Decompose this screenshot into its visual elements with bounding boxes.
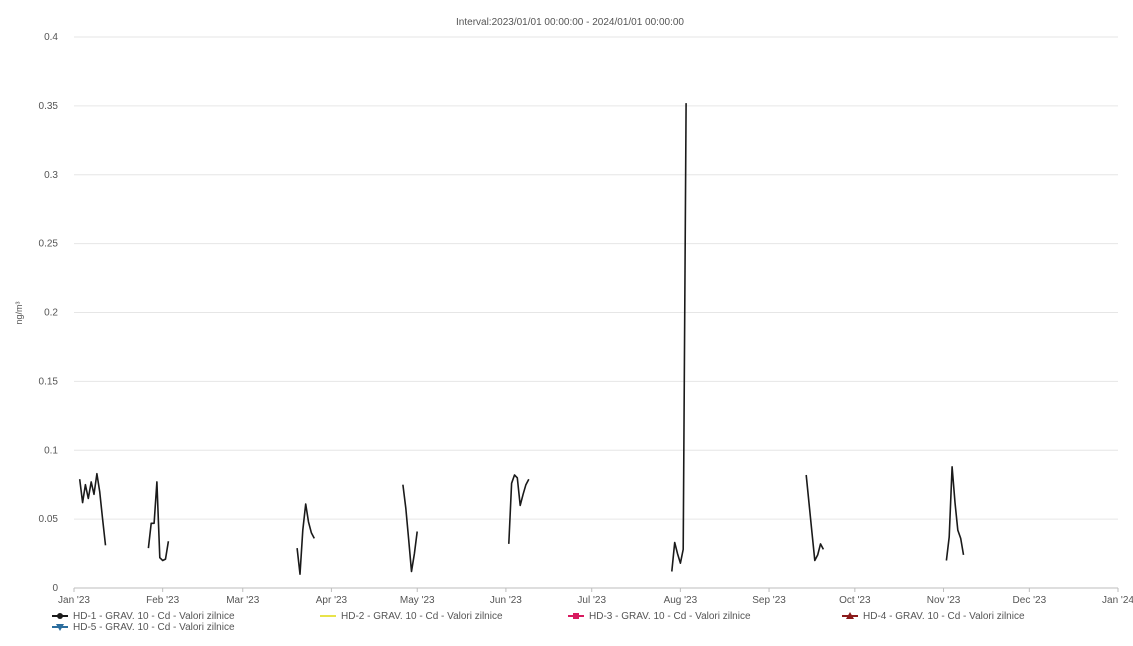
y-tick-label: 0.2 [44, 308, 58, 319]
series-line [78, 472, 107, 546]
x-tick-label: Aug '23 [664, 595, 698, 606]
legend-marker [573, 613, 579, 619]
x-tick-label: Jul '23 [577, 595, 606, 606]
legend-label: HD-1 - GRAV. 10 - Cd - Valori zilnice [73, 611, 235, 622]
y-axis-ticks: 0 0.05 0.1 0.15 0.2 0.25 0.3 0.35 0.4 [39, 32, 59, 594]
legend-label: HD-3 - GRAV. 10 - Cd - Valori zilnice [589, 611, 751, 622]
legend: HD-1 - GRAV. 10 - Cd - Valori zilnice HD-… [52, 611, 1025, 633]
x-tick-label: Jan '24 [1102, 595, 1133, 606]
x-tick-label: Apr '23 [316, 595, 348, 606]
legend-marker [56, 624, 64, 631]
legend-item: HD-1 - GRAV. 10 - Cd - Valori zilnice [52, 611, 235, 622]
legend-item: HD-2 - GRAV. 10 - Cd - Valori zilnice [320, 611, 503, 622]
y-tick-label: 0.05 [39, 514, 59, 525]
legend-marker [57, 613, 63, 619]
legend-label: HD-4 - GRAV. 10 - Cd - Valori zilnice [863, 611, 1025, 622]
legend-label: HD-5 - GRAV. 10 - Cd - Valori zilnice [73, 622, 235, 633]
y-tick-label: 0.35 [39, 101, 59, 112]
x-axis-ticks: Jan '23 Feb '23 Mar '23 Apr '23 May '23 Jun '… [58, 588, 1133, 606]
x-tick-label: Feb '23 [146, 595, 179, 606]
y-tick-label: 0.15 [39, 376, 59, 387]
legend-marker [846, 612, 854, 619]
y-tick-label: 0 [52, 583, 58, 594]
x-tick-label: Jun '23 [490, 595, 522, 606]
chart-title: Interval:2023/01/01 00:00:00 - 2024/01/0… [456, 17, 684, 28]
series [78, 103, 965, 576]
x-tick-label: Nov '23 [927, 595, 961, 606]
series-line [296, 503, 316, 576]
series-layer [78, 103, 965, 576]
x-tick-label: Sep '23 [752, 595, 786, 606]
x-tick-label: Dec '23 [1013, 595, 1047, 606]
series-line [671, 103, 687, 572]
grid-lines [74, 36, 1118, 589]
x-tick-label: May '23 [400, 595, 435, 606]
legend-item: HD-3 - GRAV. 10 - Cd - Valori zilnice [568, 611, 751, 622]
y-tick-label: 0.1 [44, 445, 58, 456]
x-tick-label: Jan '23 [58, 595, 90, 606]
series-line [508, 474, 530, 544]
legend-label: HD-2 - GRAV. 10 - Cd - Valori zilnice [341, 611, 503, 622]
legend-item: HD-4 - GRAV. 10 - Cd - Valori zilnice [842, 611, 1025, 622]
series-line [147, 481, 170, 562]
legend-item: HD-5 - GRAV. 10 - Cd - Valori zilnice [52, 622, 235, 633]
x-tick-label: Oct '23 [839, 595, 871, 606]
series-line [805, 474, 825, 562]
x-tick-label: Mar '23 [226, 595, 259, 606]
y-tick-label: 0.3 [44, 170, 58, 181]
y-axis-label: ng/m³ [14, 301, 24, 324]
y-tick-label: 0.25 [39, 239, 59, 250]
y-tick-label: 0.4 [44, 32, 58, 43]
series-line [945, 465, 965, 561]
series-line [402, 484, 418, 573]
